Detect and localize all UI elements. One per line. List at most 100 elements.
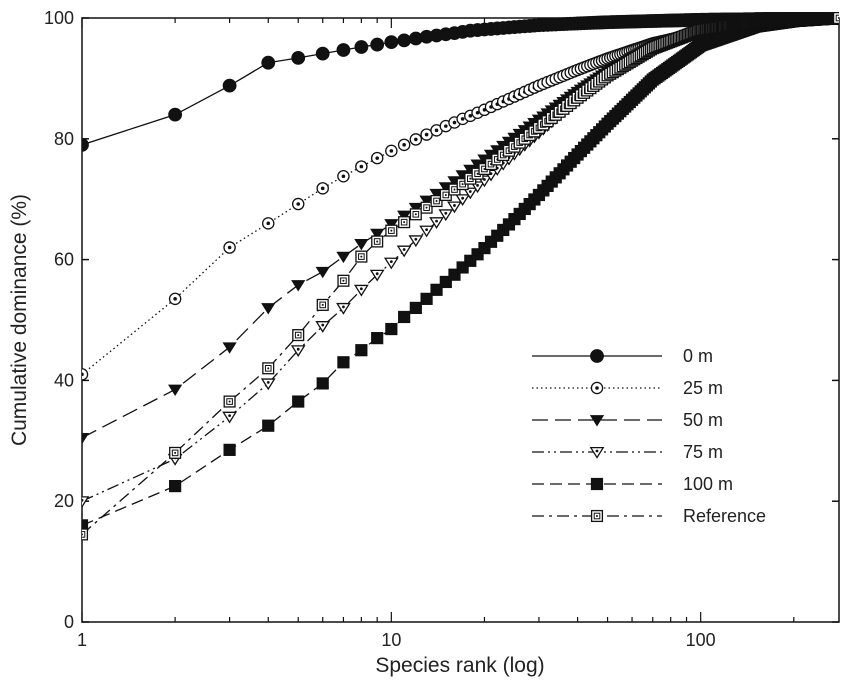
data-point xyxy=(292,395,305,408)
data-point xyxy=(447,201,462,214)
legend-item: 75 m xyxy=(532,442,723,462)
series-markers xyxy=(82,12,839,541)
data-point xyxy=(396,245,412,258)
data-point xyxy=(471,167,484,180)
data-point xyxy=(336,302,351,315)
legend-marker xyxy=(590,477,604,491)
data-point xyxy=(369,269,385,282)
data-point xyxy=(408,235,424,248)
legend-label: 25 m xyxy=(683,378,723,398)
data-point xyxy=(462,187,478,200)
data-point xyxy=(290,345,306,358)
data-point xyxy=(471,248,484,261)
x-axis-title: Species rank (log) xyxy=(375,654,544,677)
data-point xyxy=(409,301,422,315)
data-point xyxy=(464,254,477,267)
data-point xyxy=(168,292,182,306)
data-point xyxy=(429,217,444,229)
data-point xyxy=(398,216,411,229)
data-point xyxy=(419,225,434,238)
data-point xyxy=(223,241,236,254)
data-point xyxy=(169,446,182,459)
legend: 0 m 25 m 50 m 75 m 100 m Reference xyxy=(532,346,766,526)
data-point xyxy=(82,137,89,152)
y-tick-label: 100 xyxy=(44,8,74,28)
data-point xyxy=(385,322,398,336)
data-point xyxy=(438,209,454,222)
legend-item: 0 m xyxy=(532,346,713,366)
data-point xyxy=(439,275,452,289)
data-point xyxy=(448,268,461,281)
legend-item: 25 m xyxy=(532,378,723,398)
data-point xyxy=(291,197,305,211)
data-point xyxy=(336,43,351,57)
data-point xyxy=(223,443,236,456)
data-point xyxy=(455,194,470,207)
data-point xyxy=(383,257,399,270)
data-point xyxy=(291,50,306,65)
data-point xyxy=(222,342,237,354)
data-point xyxy=(397,33,412,48)
legend-label: Reference xyxy=(683,506,766,526)
plot-area-frame xyxy=(81,17,840,623)
series-line-3 xyxy=(82,17,839,439)
series-points-5 xyxy=(82,12,839,532)
data-point xyxy=(420,201,433,214)
y-axis-title: Cumulative dominance (%) xyxy=(8,194,31,446)
data-point xyxy=(478,242,491,255)
data-point xyxy=(371,332,384,345)
y-tick-label: 60 xyxy=(54,250,74,270)
x-tick-label: 10 xyxy=(381,630,401,650)
data-point xyxy=(355,250,368,263)
legend-item: Reference xyxy=(532,506,766,526)
data-point xyxy=(168,384,183,396)
data-point xyxy=(316,377,329,390)
data-point xyxy=(316,298,329,311)
data-point xyxy=(336,251,351,264)
data-point xyxy=(82,496,90,509)
data-point xyxy=(370,228,385,241)
data-point xyxy=(223,395,236,408)
data-point xyxy=(832,12,839,25)
series-line-4 xyxy=(82,17,839,502)
legend-label: 100 m xyxy=(683,474,733,494)
y-tick-label: 20 xyxy=(54,491,74,511)
data-point xyxy=(222,411,237,424)
legend-label: 0 m xyxy=(683,346,713,366)
legend-label: 75 m xyxy=(683,442,723,462)
data-point xyxy=(82,432,90,445)
data-point xyxy=(82,528,89,541)
legend-label: 50 m xyxy=(683,410,723,430)
data-point xyxy=(169,480,182,493)
data-point xyxy=(370,151,384,165)
data-point xyxy=(337,274,350,287)
data-point xyxy=(370,37,385,52)
data-point xyxy=(261,303,276,315)
x-tick-label: 1 xyxy=(77,630,87,650)
series-points-6 xyxy=(82,12,839,541)
data-point xyxy=(420,292,433,305)
data-point xyxy=(260,378,276,391)
data-point xyxy=(429,188,444,201)
data-point xyxy=(222,78,237,93)
data-point xyxy=(409,133,423,146)
data-point xyxy=(262,362,275,375)
data-point xyxy=(315,321,331,333)
legend-marker xyxy=(589,415,605,427)
data-point xyxy=(384,35,399,50)
legend-marker xyxy=(590,381,604,395)
data-point xyxy=(315,46,330,61)
data-point xyxy=(385,144,398,158)
data-point xyxy=(168,107,183,122)
data-point xyxy=(315,266,330,279)
data-point xyxy=(409,208,422,221)
legend-marker xyxy=(590,349,604,363)
data-point xyxy=(82,368,89,381)
data-point xyxy=(261,217,275,230)
data-point xyxy=(291,280,306,292)
data-point xyxy=(355,160,368,173)
data-point xyxy=(419,195,434,207)
y-tick-label: 80 xyxy=(54,129,74,149)
data-point xyxy=(316,182,329,195)
